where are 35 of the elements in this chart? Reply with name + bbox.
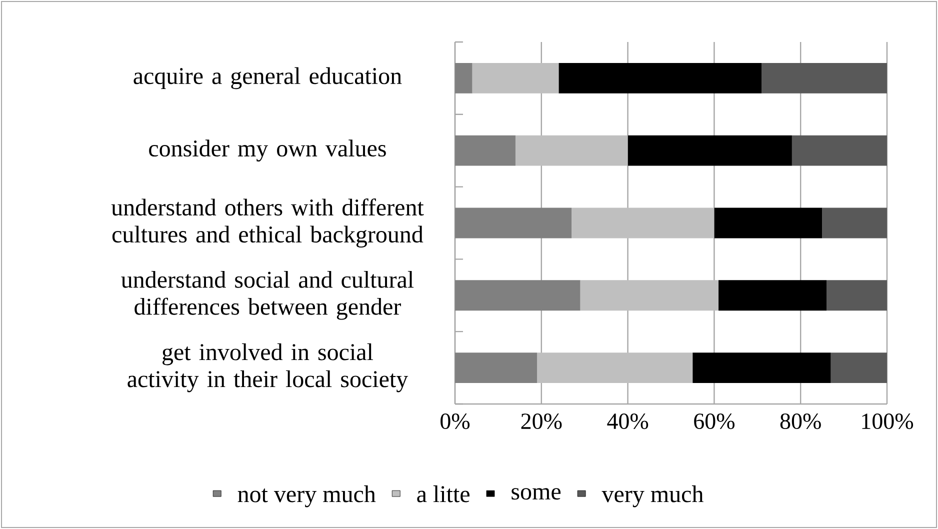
bar (455, 280, 580, 311)
x-tick-label: 80% (780, 414, 821, 430)
bar (826, 280, 887, 311)
x-tick-label: 20% (521, 414, 562, 430)
legend-label: very much (602, 485, 704, 508)
legend-label: some (512, 488, 561, 500)
bar (515, 135, 628, 166)
bar (472, 62, 559, 94)
bar (714, 208, 822, 238)
bar (455, 62, 472, 94)
y-tick-label: consider my own values (149, 140, 386, 162)
bar (572, 208, 714, 238)
x-tick-label: 60% (694, 414, 734, 430)
y-tick-label: understand others with different cultures and ethical background (111, 198, 424, 248)
bar (455, 352, 538, 383)
bar (455, 135, 516, 166)
bar (822, 208, 887, 238)
bar (792, 135, 887, 166)
legend-label: not very much (238, 485, 376, 508)
bar (537, 352, 693, 383)
x-tick-label: 100% (862, 414, 914, 430)
y-tick-label: acquire a general education (134, 67, 402, 90)
bar (762, 62, 887, 94)
bar (455, 208, 572, 238)
bar (718, 280, 827, 311)
bar (692, 352, 831, 383)
bar (580, 280, 719, 311)
x-tick-label: 40% (607, 414, 648, 430)
y-tick-label: get involved in social activity in their local society (128, 343, 408, 392)
x-tick-label: 0% (440, 414, 470, 430)
bar (628, 135, 792, 166)
legend-label: a litte (417, 485, 470, 502)
y-tick-label: understand social and cultural differences between gender (121, 270, 414, 320)
bar (558, 62, 762, 94)
bar (830, 352, 887, 383)
